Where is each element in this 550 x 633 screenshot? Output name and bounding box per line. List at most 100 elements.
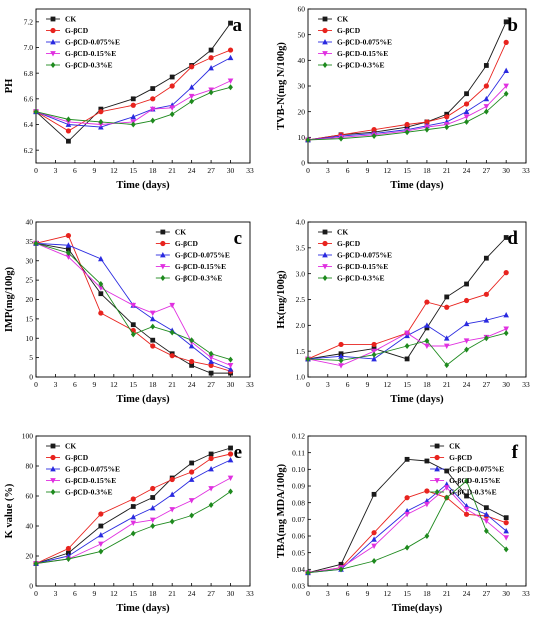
x-tick-label: 24	[188, 380, 196, 389]
y-tick-label: 7.0	[24, 43, 34, 52]
data-point	[65, 545, 72, 552]
data-point	[443, 343, 450, 349]
data-point	[227, 54, 234, 61]
data-point	[371, 491, 377, 497]
chart-panel-c: 0 3 6 9 12 15 18 21 24 27 30 33 0 5 10 15 20 25 30 35 40 Time…	[4, 218, 254, 405]
y-tick-label: 0	[29, 373, 33, 382]
legend-marker	[50, 454, 56, 461]
data-point	[130, 520, 137, 526]
series-5	[33, 240, 233, 363]
legend-label: G-βCD-0.075%E	[337, 251, 392, 260]
x-tick-label: 15	[403, 589, 411, 598]
legend-marker	[160, 229, 166, 235]
x-tick-label: 24	[188, 589, 196, 598]
x-tick-label: 0	[306, 589, 310, 598]
data-point	[483, 505, 489, 511]
y-tick-label: 50	[298, 30, 306, 39]
series-2	[33, 451, 234, 567]
x-tick-label: 33	[522, 380, 530, 389]
data-point	[65, 242, 72, 248]
data-point	[404, 129, 410, 136]
legend-label: G-βCD-0.3%E	[337, 274, 385, 283]
legend-marker	[322, 39, 328, 45]
legend-label: CK	[65, 15, 76, 24]
legend-label: G-βCD-0.075%E	[337, 38, 392, 47]
data-point	[208, 466, 214, 472]
data-point	[444, 362, 450, 369]
data-point	[371, 127, 377, 133]
x-tick-label: 27	[207, 589, 215, 598]
data-point	[188, 343, 195, 349]
y-tick-label: 6.4	[24, 120, 34, 129]
data-point	[228, 488, 233, 495]
x-tick-label: 0	[34, 589, 38, 598]
chart-panel-b: 0 3 6 9 12 15 18 21 24 27 30 33 0 10 20 30 40 50 60 Time (d…	[276, 5, 530, 191]
x-tick-label: 3	[54, 589, 58, 598]
x-tick-label: 27	[483, 166, 491, 175]
data-point	[98, 532, 104, 538]
data-point	[424, 119, 430, 125]
data-point	[371, 530, 377, 536]
data-point	[169, 83, 175, 89]
data-point	[443, 485, 450, 491]
data-point	[130, 302, 137, 309]
data-point	[66, 116, 71, 123]
legend-label: G-βCD-0.3%E	[449, 488, 497, 497]
data-point	[98, 511, 104, 517]
legend: CK G-βCD G-βCD-0.075%E G-βCD-0.15%E G-βCD-0.…	[155, 228, 230, 283]
x-tick-label: 27	[483, 380, 491, 389]
data-point	[208, 451, 214, 457]
data-point	[503, 235, 509, 240]
data-point	[227, 475, 234, 481]
x-tick-label: 12	[384, 380, 392, 389]
x-tick-label: 6	[73, 589, 77, 598]
x-tick-label: 24	[188, 166, 196, 175]
legend-label: G-βCD-0.3%E	[175, 274, 223, 283]
data-point	[503, 528, 509, 534]
legend-marker	[322, 16, 328, 22]
data-point	[444, 304, 450, 310]
y-tick-label: 40	[26, 218, 34, 227]
y-tick-label: 6.8	[24, 69, 34, 78]
legend-marker	[50, 16, 56, 22]
legend-marker	[50, 466, 56, 472]
data-point	[338, 363, 344, 369]
y-tick-label: 6.2	[24, 146, 34, 155]
data-point	[305, 136, 311, 143]
data-point	[463, 297, 470, 304]
data-point	[228, 84, 233, 91]
legend-marker	[50, 62, 56, 68]
legend-label: G-βCD-0.075%E	[65, 38, 120, 47]
y-axis-title: K value (%)	[4, 483, 15, 538]
data-point	[305, 569, 311, 576]
x-tick-label: 21	[443, 589, 451, 598]
x-tick-label: 0	[34, 380, 38, 389]
data-point	[66, 246, 71, 252]
data-point	[483, 108, 489, 115]
data-point	[424, 337, 430, 344]
series-3	[33, 457, 234, 566]
data-point	[189, 358, 195, 365]
x-tick-label: 3	[326, 589, 330, 598]
data-point	[189, 512, 195, 519]
data-point	[208, 455, 214, 462]
x-tick-label: 33	[522, 166, 530, 175]
x-axis-title: Time (days)	[116, 180, 170, 191]
data-point	[130, 113, 137, 120]
data-point	[150, 86, 156, 91]
data-point	[66, 138, 71, 144]
data-point	[189, 460, 195, 466]
legend-label: G-βCD-0.15%E	[337, 49, 388, 58]
data-point	[66, 556, 71, 562]
legend-label: G-βCD-0.075%E	[175, 251, 230, 260]
data-point	[188, 498, 195, 504]
data-point	[208, 355, 214, 361]
data-point	[66, 250, 71, 256]
x-tick-label: 12	[110, 166, 118, 175]
data-point	[150, 117, 156, 124]
data-point	[463, 338, 470, 344]
x-tick-label: 27	[207, 166, 215, 175]
data-point	[483, 291, 489, 297]
data-point	[228, 445, 233, 451]
